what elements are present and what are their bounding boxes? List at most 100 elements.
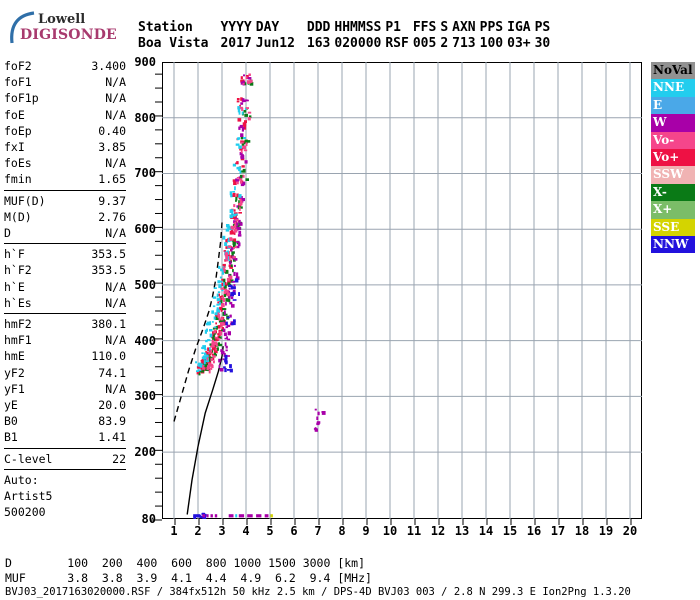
- echo-scatter-points: [193, 73, 326, 519]
- series-Vo-pink: [202, 73, 253, 374]
- param-key: h`F2: [4, 263, 32, 278]
- param-key: D: [4, 226, 11, 241]
- param-value: 353.5: [91, 247, 126, 262]
- legend-item-w[interactable]: W: [651, 114, 695, 132]
- param-row-h-es: h`Es N/A: [4, 295, 126, 311]
- footer-distance-row: D 100 200 400 600 800 1000 1500 3000 [km…: [5, 556, 366, 570]
- param-row-hme: hmE 110.0: [4, 348, 126, 364]
- header-label-ps: PS: [534, 20, 551, 35]
- legend-item-sse[interactable]: SSE: [651, 218, 695, 236]
- y-tick-label: 300: [134, 389, 156, 404]
- x-axis-labels: 1 2 3 4 5 6 7 8 9 10 11 12 13 14 15 16 17 18 19 20: [162, 521, 642, 541]
- param-divider: [4, 243, 126, 245]
- param-row-foes: foEs N/A: [4, 155, 126, 171]
- param-value: 74.1: [98, 365, 126, 380]
- header-label-ffs: FFS: [412, 20, 437, 35]
- param-key: h`E: [4, 279, 25, 294]
- footer-muf-row: MUF 3.8 3.8 3.9 4.1 4.4 4.9 6.2 9.4 [MHz…: [5, 570, 372, 585]
- legend-item-noval[interactable]: NoVal: [651, 62, 695, 80]
- y-tick-label: 200: [134, 445, 156, 460]
- param-value: 2.76: [98, 209, 126, 224]
- param-row-fmin: fmin 1.65: [4, 171, 126, 187]
- param-row-m-d-: M(D) 2.76: [4, 209, 126, 225]
- lowell-digisonde-logo: Lowell DIGISONDE: [8, 10, 128, 46]
- param-row-b0: B0 83.9: [4, 413, 126, 429]
- x-tick-label: 2: [194, 524, 202, 538]
- logo-arc-icon: [10, 11, 35, 44]
- param-key: yE: [4, 398, 18, 413]
- param-key: MUF(D): [4, 193, 46, 208]
- param-key: foEp: [4, 123, 32, 138]
- x-tick-label: 5: [266, 524, 274, 538]
- param-value: 1.41: [98, 430, 126, 445]
- param-key: foF1p: [4, 91, 39, 106]
- legend-item-x-[interactable]: X+: [651, 201, 695, 219]
- header-value-ps: 30: [534, 36, 551, 51]
- header-value-hhmmss: 020000: [334, 36, 382, 51]
- param-value: 110.0: [91, 349, 126, 364]
- param-row-muf-d-: MUF(D) 9.37: [4, 193, 126, 209]
- header-value-yyyy: 2017: [220, 36, 252, 51]
- param-value: N/A: [105, 156, 126, 171]
- x-tick-label: 15: [502, 524, 518, 538]
- header-value-pps: 100: [479, 36, 504, 51]
- param-key: yF2: [4, 365, 25, 380]
- x-tick-label: 14: [478, 524, 494, 538]
- y-tick-label: 900: [134, 55, 156, 69]
- param-key: hmE: [4, 349, 25, 364]
- param-value: 22: [112, 451, 126, 466]
- y-tick-label: 700: [134, 166, 156, 181]
- x-tick-label: 20: [622, 524, 638, 538]
- y-axis-labels: 80 200 300 400 500 600 700 800 900: [128, 55, 162, 526]
- param-value: 3.400: [91, 59, 126, 73]
- legend-item-vo-[interactable]: Vo-: [651, 131, 695, 149]
- legend-item-ssw[interactable]: SSW: [651, 166, 695, 184]
- param-value: 83.9: [98, 414, 126, 429]
- x-tick-label: 4: [242, 524, 250, 538]
- footer-source-row: BVJ03_2017163020000.RSF / 384fx512h 50 k…: [5, 586, 631, 598]
- header-label-iga: IGA: [507, 20, 531, 35]
- param-key: h`Es: [4, 295, 32, 310]
- legend-item-nnw[interactable]: NNW: [651, 235, 695, 254]
- ionospheric-parameters-panel: foF2 3.400 foF1 N/A foF1p N/A foE N/A foEp 0.40 fx…: [4, 58, 126, 520]
- header-label-axn: AXN: [452, 20, 476, 35]
- param-row-foe: foE N/A: [4, 107, 126, 123]
- param-value: N/A: [105, 226, 126, 241]
- param-key: M(D): [4, 209, 32, 224]
- param-value: 20.0: [98, 398, 126, 413]
- x-tick-label: 10: [382, 524, 398, 538]
- param-row-h-e: h`E N/A: [4, 279, 126, 295]
- legend-item-vo-[interactable]: Vo+: [651, 148, 695, 167]
- param-value: 380.1: [91, 317, 126, 332]
- param-value: 9.37: [98, 193, 126, 208]
- plot-gridlines: [162, 62, 642, 519]
- param-key: yF1: [4, 381, 25, 396]
- param-key: fxI: [4, 140, 25, 155]
- legend-item-x-[interactable]: X-: [651, 183, 695, 202]
- param-value: 0.40: [98, 123, 126, 138]
- logo-lowell-text: Lowell: [38, 12, 86, 27]
- x-tick-label: 13: [454, 524, 470, 538]
- legend-item-nne[interactable]: NNE: [651, 79, 695, 97]
- header-value-s: 2: [440, 36, 449, 51]
- auto-line: Artist5: [4, 489, 53, 504]
- ionogram-plot: [162, 62, 642, 519]
- header-label-day: DAY: [255, 20, 280, 35]
- param-divider: [4, 189, 126, 191]
- auto-line: Auto:: [4, 472, 39, 487]
- param-row-hmf2: hmF2 380.1: [4, 316, 126, 332]
- y-tick-label: 400: [134, 333, 156, 348]
- header-label-ddd: DDD: [306, 20, 331, 35]
- param-row-b1: B1 1.41: [4, 429, 126, 445]
- x-tick-label: 3: [218, 524, 226, 538]
- param-value: N/A: [105, 333, 126, 348]
- electron-density-profile: [186, 346, 224, 515]
- header-value-ddd: 163: [306, 36, 331, 51]
- param-value: 353.5: [91, 263, 126, 278]
- param-key: foF2: [4, 59, 32, 73]
- x-tick-label: 12: [430, 524, 446, 538]
- x-tick-label: 7: [314, 524, 322, 538]
- legend-item-e[interactable]: E: [651, 96, 695, 115]
- param-value: N/A: [105, 381, 126, 396]
- header-label-hhmmss: HHMMSS: [334, 20, 382, 35]
